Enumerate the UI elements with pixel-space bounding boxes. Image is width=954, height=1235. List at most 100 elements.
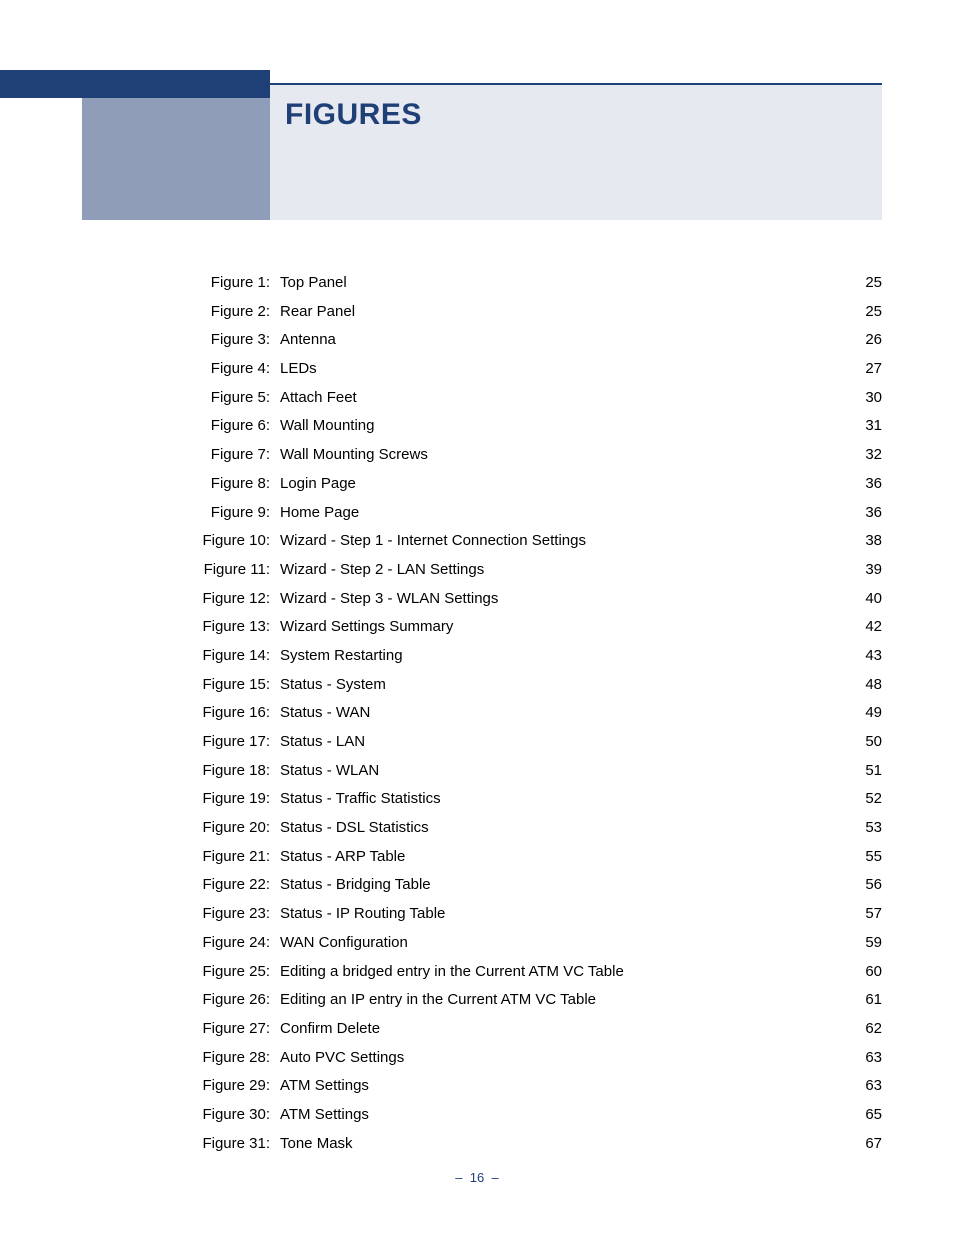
- figure-page: 62: [842, 1021, 882, 1036]
- figure-row[interactable]: Figure 21:Status - ARP Table55: [177, 849, 882, 864]
- figure-label: Figure 29:: [177, 1078, 270, 1093]
- figure-title: Status - DSL Statistics: [270, 820, 842, 835]
- figure-row[interactable]: Figure 27:Confirm Delete62: [177, 1021, 882, 1036]
- figure-title: Status - Bridging Table: [270, 877, 842, 892]
- figure-title: Confirm Delete: [270, 1021, 842, 1036]
- figure-row[interactable]: Figure 26:Editing an IP entry in the Cur…: [177, 992, 882, 1007]
- figure-page: 61: [842, 992, 882, 1007]
- figure-label: Figure 21:: [177, 849, 270, 864]
- figure-label: Figure 22:: [177, 877, 270, 892]
- figure-label: Figure 16:: [177, 705, 270, 720]
- figure-page: 30: [842, 390, 882, 405]
- figure-title: Attach Feet: [270, 390, 842, 405]
- figure-label: Figure 24:: [177, 935, 270, 950]
- figure-title: Wall Mounting Screws: [270, 447, 842, 462]
- figure-row[interactable]: Figure 20:Status - DSL Statistics53: [177, 820, 882, 835]
- figure-label: Figure 13:: [177, 619, 270, 634]
- figure-page: 63: [842, 1078, 882, 1093]
- figure-page: 32: [842, 447, 882, 462]
- figure-row[interactable]: Figure 23:Status - IP Routing Table57: [177, 906, 882, 921]
- figure-page: 51: [842, 763, 882, 778]
- figure-row[interactable]: Figure 4:LEDs27: [177, 361, 882, 376]
- figure-page: 43: [842, 648, 882, 663]
- figure-row[interactable]: Figure 8:Login Page36: [177, 476, 882, 491]
- figure-row[interactable]: Figure 28:Auto PVC Settings63: [177, 1050, 882, 1065]
- figure-title: Tone Mask: [270, 1136, 842, 1151]
- figure-label: Figure 30:: [177, 1107, 270, 1122]
- figure-page: 49: [842, 705, 882, 720]
- figure-title: LEDs: [270, 361, 842, 376]
- figure-row[interactable]: Figure 6:Wall Mounting31: [177, 418, 882, 433]
- figure-label: Figure 6:: [177, 418, 270, 433]
- figure-label: Figure 12:: [177, 591, 270, 606]
- header-slate-block: [82, 98, 270, 220]
- figure-page: 27: [842, 361, 882, 376]
- figure-page: 67: [842, 1136, 882, 1151]
- figure-page: 26: [842, 332, 882, 347]
- figure-label: Figure 26:: [177, 992, 270, 1007]
- figure-page: 52: [842, 791, 882, 806]
- figure-label: Figure 31:: [177, 1136, 270, 1151]
- figure-row[interactable]: Figure 31:Tone Mask67: [177, 1136, 882, 1151]
- figure-label: Figure 19:: [177, 791, 270, 806]
- figure-row[interactable]: Figure 10:Wizard - Step 1 - Internet Con…: [177, 533, 882, 548]
- figure-row[interactable]: Figure 22:Status - Bridging Table56: [177, 877, 882, 892]
- figure-title: Auto PVC Settings: [270, 1050, 842, 1065]
- figure-page: 60: [842, 964, 882, 979]
- figure-row[interactable]: Figure 12:Wizard - Step 3 - WLAN Setting…: [177, 591, 882, 606]
- figure-page: 36: [842, 476, 882, 491]
- figure-row[interactable]: Figure 30:ATM Settings65: [177, 1107, 882, 1122]
- figure-page: 50: [842, 734, 882, 749]
- figure-label: Figure 17:: [177, 734, 270, 749]
- page-title-first: F: [285, 98, 304, 131]
- header-region: FIGURES: [0, 70, 954, 220]
- figure-title: ATM Settings: [270, 1107, 842, 1122]
- figure-row[interactable]: Figure 1:Top Panel25: [177, 275, 882, 290]
- figure-label: Figure 9:: [177, 505, 270, 520]
- figure-row[interactable]: Figure 19:Status - Traffic Statistics52: [177, 791, 882, 806]
- figure-title: Status - WAN: [270, 705, 842, 720]
- footer-page-number: 16: [470, 1170, 484, 1185]
- figure-row[interactable]: Figure 15:Status - System48: [177, 677, 882, 692]
- figure-page: 39: [842, 562, 882, 577]
- figure-row[interactable]: Figure 5:Attach Feet30: [177, 390, 882, 405]
- footer-dash-right: –: [491, 1170, 498, 1185]
- figure-label: Figure 14:: [177, 648, 270, 663]
- figure-row[interactable]: Figure 13:Wizard Settings Summary42: [177, 619, 882, 634]
- figure-page: 38: [842, 533, 882, 548]
- figure-row[interactable]: Figure 25:Editing a bridged entry in the…: [177, 964, 882, 979]
- figure-row[interactable]: Figure 29:ATM Settings63: [177, 1078, 882, 1093]
- figure-page: 25: [842, 304, 882, 319]
- figure-label: Figure 11:: [177, 562, 270, 577]
- figure-label: Figure 1:: [177, 275, 270, 290]
- figure-page: 48: [842, 677, 882, 692]
- figure-title: Status - IP Routing Table: [270, 906, 842, 921]
- figure-title: Top Panel: [270, 275, 842, 290]
- figure-row[interactable]: Figure 14:System Restarting43: [177, 648, 882, 663]
- figure-title: Status - ARP Table: [270, 849, 842, 864]
- figure-row[interactable]: Figure 2:Rear Panel25: [177, 304, 882, 319]
- figure-title: System Restarting: [270, 648, 842, 663]
- page-title: FIGURES: [285, 98, 422, 132]
- figure-label: Figure 23:: [177, 906, 270, 921]
- figure-title: Status - WLAN: [270, 763, 842, 778]
- figure-row[interactable]: Figure 24:WAN Configuration59: [177, 935, 882, 950]
- figure-row[interactable]: Figure 16:Status - WAN49: [177, 705, 882, 720]
- figure-title: Rear Panel: [270, 304, 842, 319]
- figure-label: Figure 25:: [177, 964, 270, 979]
- figure-page: 56: [842, 877, 882, 892]
- figure-row[interactable]: Figure 18:Status - WLAN51: [177, 763, 882, 778]
- figure-title: Editing a bridged entry in the Current A…: [270, 964, 842, 979]
- figure-row[interactable]: Figure 7:Wall Mounting Screws32: [177, 447, 882, 462]
- figure-label: Figure 8:: [177, 476, 270, 491]
- figure-title: WAN Configuration: [270, 935, 842, 950]
- figure-row[interactable]: Figure 3:Antenna26: [177, 332, 882, 347]
- figure-row[interactable]: Figure 9:Home Page36: [177, 505, 882, 520]
- figure-label: Figure 20:: [177, 820, 270, 835]
- figure-row[interactable]: Figure 17:Status - LAN50: [177, 734, 882, 749]
- figure-page: 59: [842, 935, 882, 950]
- figure-title: Editing an IP entry in the Current ATM V…: [270, 992, 842, 1007]
- figure-page: 63: [842, 1050, 882, 1065]
- figure-page: 31: [842, 418, 882, 433]
- figure-row[interactable]: Figure 11:Wizard - Step 2 - LAN Settings…: [177, 562, 882, 577]
